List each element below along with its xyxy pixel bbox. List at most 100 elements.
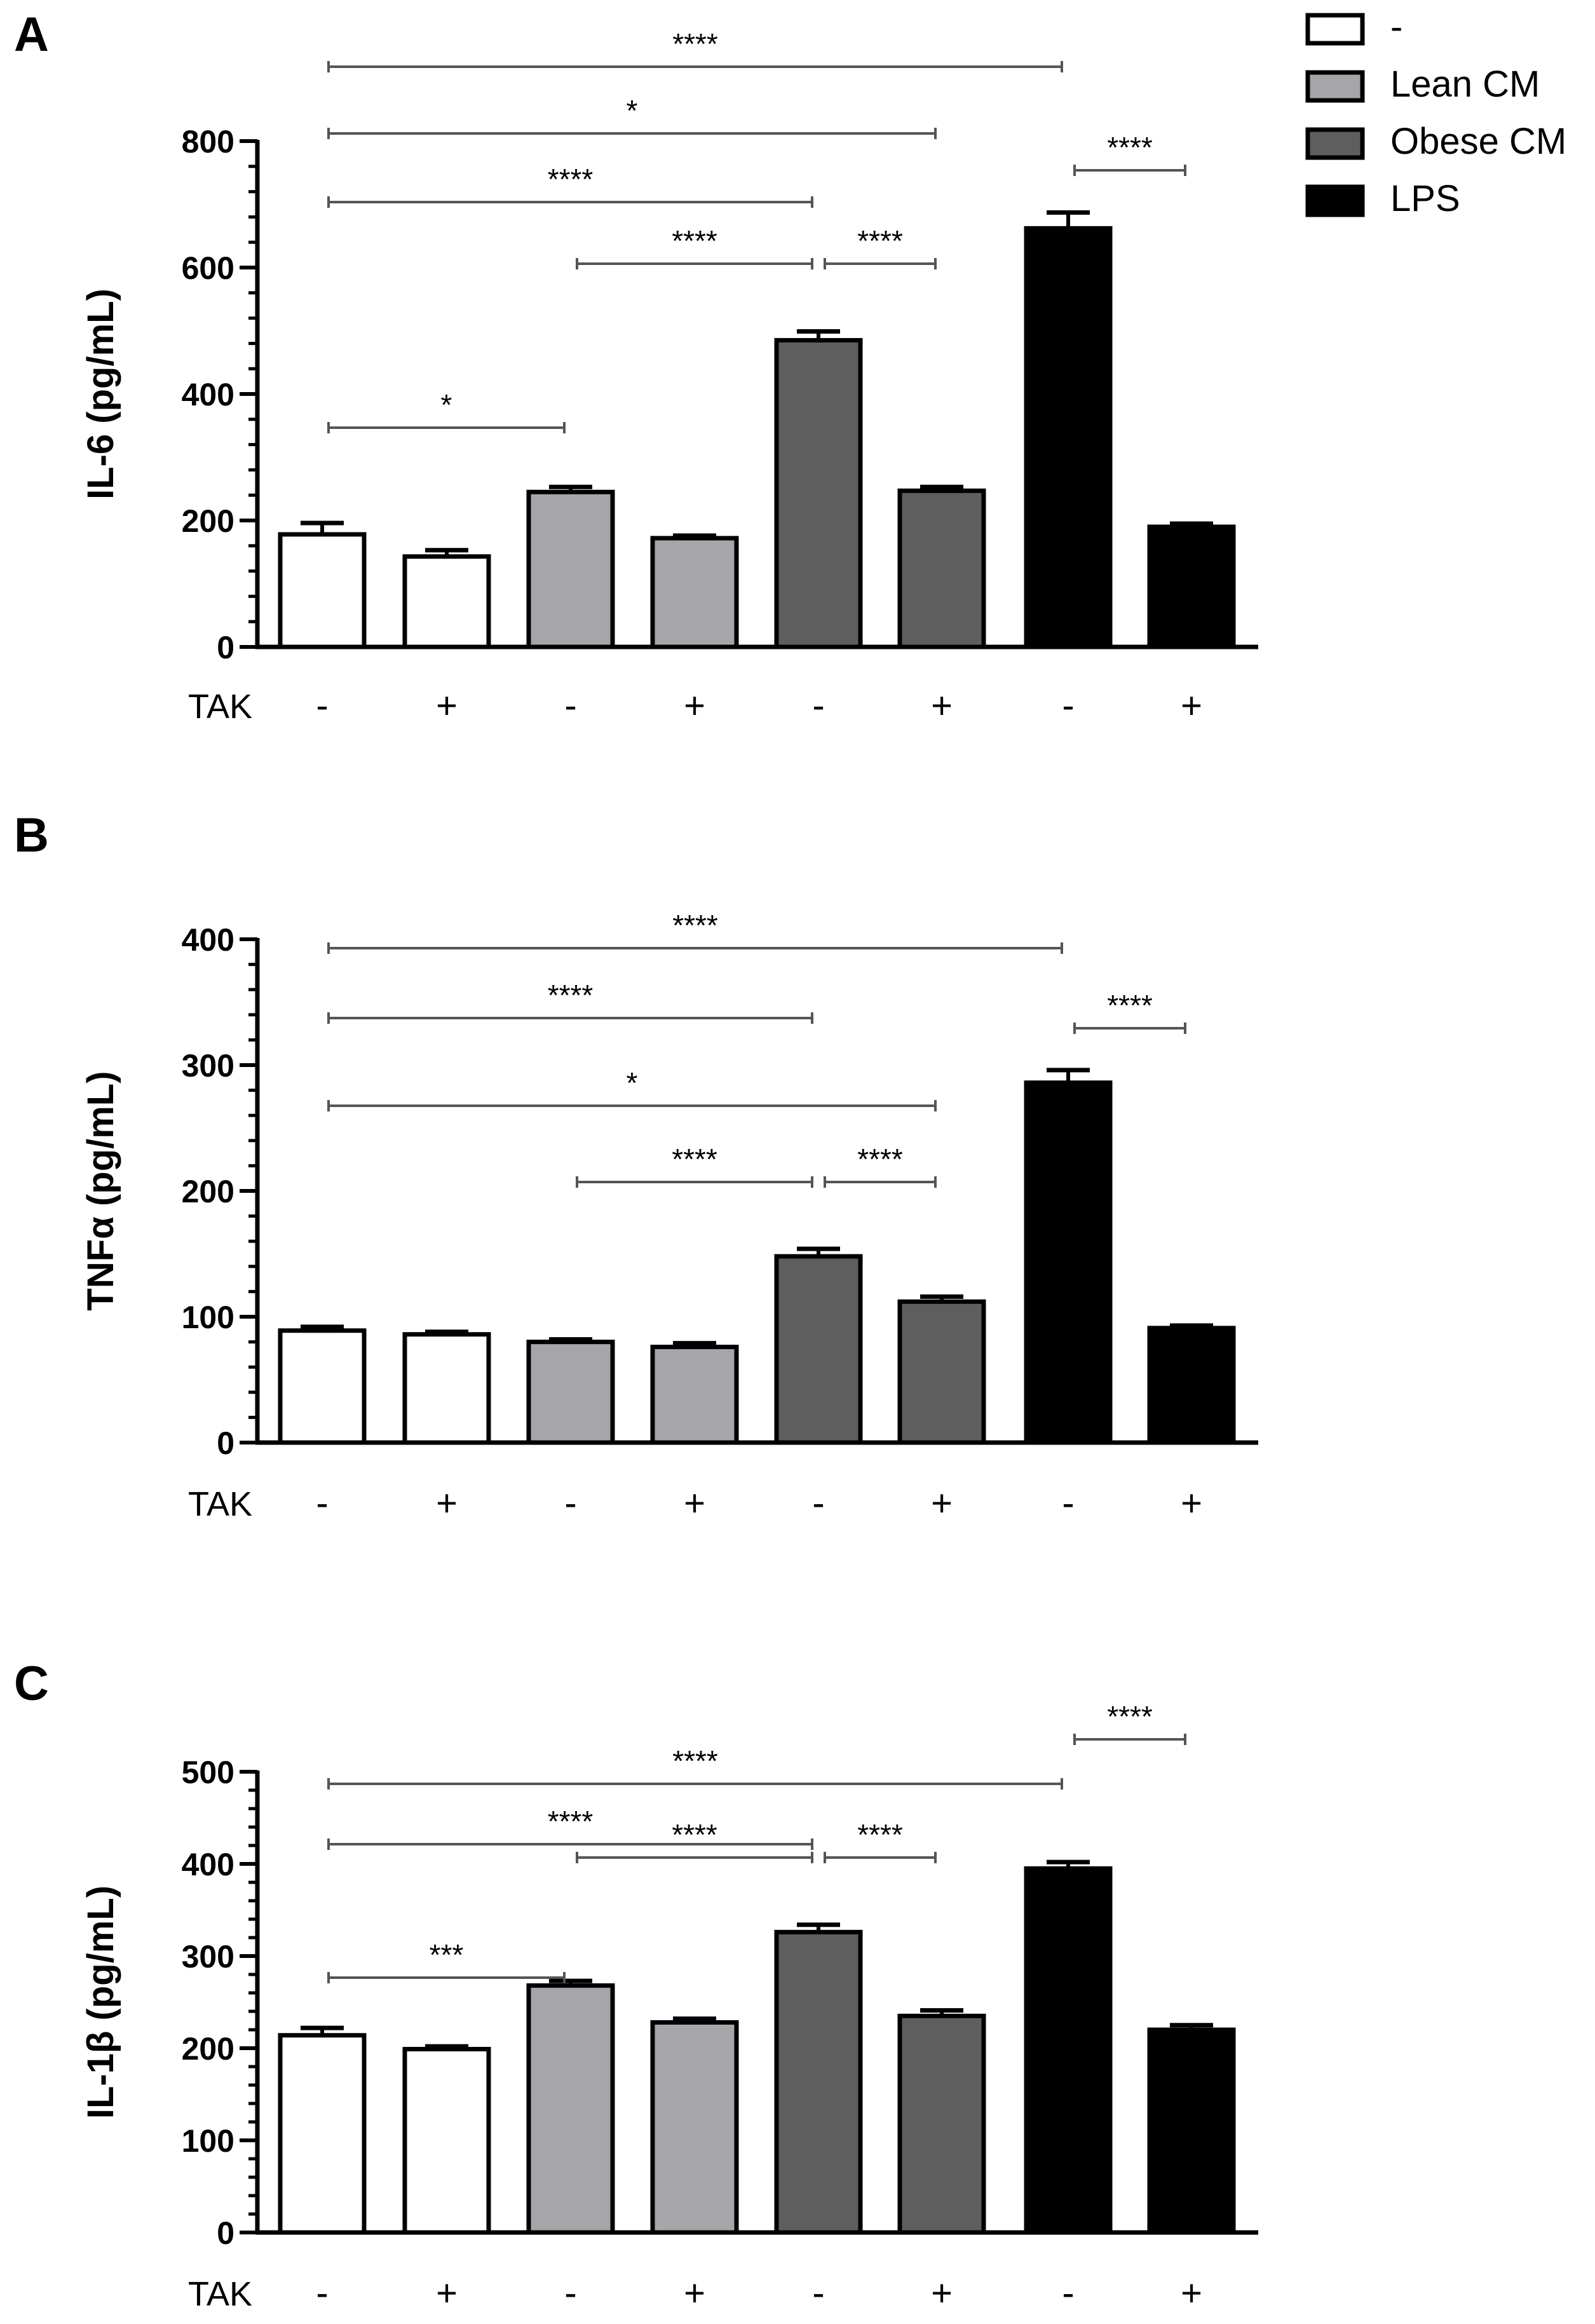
- x-tick-label: -: [316, 1483, 328, 1524]
- x-tick-label: -: [564, 1483, 576, 1524]
- legend-swatch: [1305, 127, 1365, 160]
- x-tick-label: +: [684, 685, 705, 726]
- bar: [1147, 1326, 1236, 1445]
- legend-swatch: [1305, 70, 1365, 103]
- bar: [402, 1332, 491, 1445]
- legend-label: LPS: [1390, 178, 1460, 219]
- bar: [650, 1345, 739, 1445]
- x-tick-label: +: [684, 1483, 705, 1524]
- x-tick-label: -: [812, 685, 824, 726]
- legend-swatch: [1305, 184, 1365, 217]
- significance-label: ****: [548, 163, 594, 196]
- panel-b-letter: B: [14, 808, 49, 862]
- y-tick-label: 0: [217, 1425, 234, 1461]
- significance-label: ****: [857, 1818, 903, 1851]
- y-tick-label: 500: [182, 1755, 234, 1790]
- bar: [1147, 524, 1236, 649]
- x-axis-label: TAK: [188, 1485, 252, 1523]
- bar: [897, 2013, 986, 2235]
- y-tick-label: 200: [182, 2031, 234, 2067]
- legend-label: -: [1390, 6, 1402, 48]
- bar: [526, 489, 615, 649]
- significance-label: ****: [1107, 1700, 1153, 1733]
- bar: [402, 2046, 491, 2235]
- y-tick-label: 300: [182, 1939, 234, 1974]
- panel-a-letter: A: [14, 8, 49, 62]
- bar: [650, 536, 739, 649]
- y-axis-label: IL-1β (pg/mL): [80, 1886, 121, 2119]
- x-tick-label: -: [564, 685, 576, 726]
- bar: [1024, 226, 1113, 649]
- y-tick-label: 200: [182, 503, 234, 539]
- bar: [278, 1328, 367, 1445]
- y-tick-label: 200: [182, 1174, 234, 1209]
- bar: [278, 2033, 367, 2235]
- significance-label: ****: [672, 27, 718, 60]
- significance-label: ****: [672, 1818, 717, 1851]
- x-tick-label: +: [684, 2273, 705, 2314]
- significance-label: ***: [430, 1938, 464, 1971]
- bar: [897, 1299, 986, 1445]
- bar: [1147, 2027, 1236, 2235]
- significance-label: ****: [548, 1805, 594, 1838]
- x-tick-label: +: [436, 685, 458, 726]
- y-tick-label: 0: [217, 630, 234, 665]
- y-tick-label: 400: [182, 922, 234, 958]
- x-tick-label: +: [436, 1483, 458, 1524]
- y-tick-label: 600: [182, 250, 234, 286]
- bar: [897, 488, 986, 649]
- significance-label: ****: [857, 1143, 903, 1176]
- x-tick-label: +: [931, 1483, 953, 1524]
- x-tick-label: -: [812, 2273, 824, 2314]
- legend-swatch: [1305, 13, 1365, 46]
- x-tick-label: -: [1062, 1483, 1074, 1524]
- bar: [1024, 1080, 1113, 1445]
- significance-label: *: [441, 388, 452, 421]
- y-tick-label: 400: [182, 1847, 234, 1882]
- significance-label: ****: [672, 1143, 717, 1176]
- bar: [774, 1254, 863, 1445]
- x-tick-label: -: [1062, 2273, 1074, 2314]
- x-axis-label: TAK: [188, 688, 252, 726]
- x-tick-label: -: [1062, 685, 1074, 726]
- y-axis-label: IL-6 (pg/mL): [80, 289, 121, 499]
- legend: - Lean CM Obese CM LPS: [1305, 6, 1566, 219]
- significance-label: ****: [548, 979, 594, 1012]
- significance-label: ****: [1107, 989, 1153, 1022]
- y-tick-label: 800: [182, 124, 234, 160]
- bar: [526, 1983, 615, 2235]
- bar: [774, 337, 863, 649]
- y-tick-label: 300: [182, 1048, 234, 1084]
- x-tick-label: +: [1181, 2273, 1202, 2314]
- significance-label: ****: [1107, 131, 1153, 164]
- x-axis-label: TAK: [188, 2275, 252, 2313]
- significance-label: ****: [672, 909, 718, 942]
- significance-label: *: [627, 1066, 638, 1099]
- legend-label: Lean CM: [1390, 64, 1540, 105]
- significance-label: ****: [672, 1744, 718, 1777]
- x-tick-label: -: [316, 685, 328, 726]
- bar: [1024, 1866, 1113, 2235]
- y-tick-label: 100: [182, 1300, 234, 1335]
- x-tick-label: -: [812, 1483, 824, 1524]
- x-tick-label: +: [1181, 1483, 1202, 1524]
- x-tick-label: +: [436, 2273, 458, 2314]
- y-tick-label: 0: [217, 2215, 234, 2251]
- significance-label: ****: [672, 224, 717, 257]
- x-tick-label: +: [1181, 685, 1202, 726]
- bar: [650, 2020, 739, 2235]
- x-tick-label: -: [316, 2273, 328, 2314]
- y-tick-label: 400: [182, 377, 234, 412]
- x-tick-label: +: [931, 685, 953, 726]
- bar: [278, 532, 367, 649]
- panel-c-letter: C: [14, 1657, 49, 1711]
- y-tick-label: 100: [182, 2123, 234, 2159]
- panel-c: C 0 100 200 300 400 500 IL-1β (pg/mL) TAK - + - + - + -…: [14, 1657, 1258, 2314]
- bar: [526, 1340, 615, 1445]
- legend-label: Obese CM: [1390, 121, 1566, 162]
- y-axis-label: TNFα (pg/mL): [80, 1071, 121, 1310]
- x-tick-label: +: [931, 2273, 953, 2314]
